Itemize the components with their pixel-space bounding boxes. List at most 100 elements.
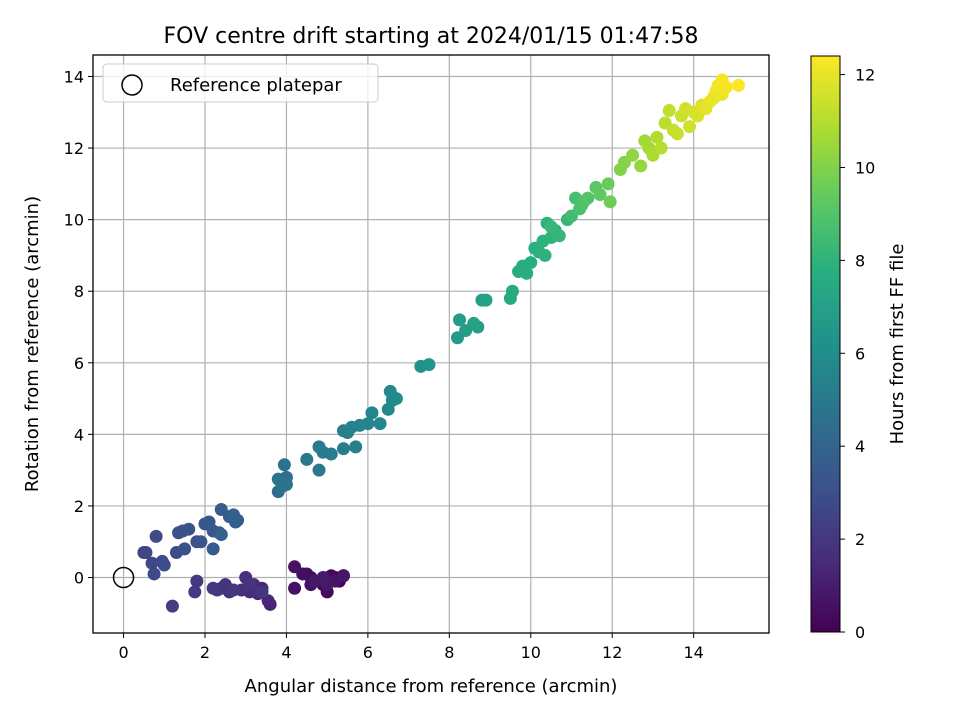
data-point: [650, 130, 664, 144]
y-tick-label: 12: [64, 139, 84, 158]
data-point: [670, 127, 684, 141]
x-axis-ticks: 0 2 4 6 8 10 12 14: [118, 633, 704, 662]
colorbar-tick-label: 12: [855, 66, 875, 85]
colorbar-label: Hours from first FF file: [887, 244, 908, 445]
x-tick-label: 14: [683, 643, 703, 662]
data-point: [593, 188, 607, 202]
data-point: [214, 528, 228, 542]
data-point: [277, 458, 291, 472]
reference-marker: [112, 566, 135, 589]
data-point: [243, 578, 257, 592]
colorbar-frame: [810, 55, 841, 633]
data-point: [361, 417, 375, 431]
colorbar-tick-label: 0: [855, 623, 865, 642]
legend-box: [102, 63, 379, 103]
y-tick-label: 8: [74, 282, 84, 301]
data-point: [683, 120, 697, 134]
data-point: [226, 583, 240, 597]
x-tick-label: 2: [200, 643, 210, 662]
chart-title: FOV centre drift starting at 2024/01/15 …: [164, 24, 699, 49]
colorbar-ticks: 0 2 4 6 8 10 12: [840, 66, 875, 642]
x-tick-label: 8: [444, 643, 454, 662]
data-point: [552, 229, 566, 243]
x-tick-label: 0: [118, 643, 128, 662]
data-point: [226, 508, 240, 522]
data-point: [206, 542, 220, 556]
x-tick-label: 10: [521, 643, 541, 662]
legend-label: Reference platepar: [170, 75, 342, 96]
data-point: [206, 581, 220, 595]
data-point: [316, 571, 330, 585]
y-axis-ticks: 0 2 4 6 8 10 12 14: [64, 67, 93, 588]
data-point: [300, 452, 314, 466]
data-point: [149, 529, 163, 543]
data-point: [165, 599, 179, 613]
data-point: [178, 542, 192, 556]
data-point: [139, 545, 153, 559]
data-point: [312, 440, 326, 454]
data-point: [336, 569, 350, 583]
data-point: [312, 463, 326, 477]
grid-lines: [93, 55, 769, 633]
data-point: [731, 78, 745, 92]
data-point: [524, 256, 538, 270]
y-axis-label: Rotation from reference (arcmin): [22, 196, 43, 492]
data-point: [279, 477, 293, 491]
plot-area: 0 2 4 6 8 10 12 14 0 2 4 6 8 10 12 14: [64, 54, 770, 662]
data-point: [715, 87, 729, 101]
data-point: [422, 358, 436, 372]
data-point: [365, 406, 379, 420]
data-point: [626, 148, 640, 162]
data-point: [634, 159, 648, 173]
data-point: [479, 293, 493, 307]
x-axis-label: Angular distance from reference (arcmin): [245, 676, 618, 697]
data-point: [601, 177, 615, 191]
colorbar-tick-label: 4: [855, 437, 865, 456]
legend-marker-icon: [121, 74, 143, 96]
data-points: [137, 73, 745, 613]
y-tick-label: 6: [74, 354, 84, 373]
legend: Reference platepar: [102, 63, 379, 103]
y-tick-label: 0: [74, 569, 84, 588]
y-tick-label: 4: [74, 425, 84, 444]
data-point: [544, 220, 558, 234]
data-point: [194, 535, 208, 549]
colorbar-tick-label: 6: [855, 344, 865, 363]
colorbar: 0 2 4 6 8 10 12 Hours from first FF file: [810, 55, 908, 642]
data-point: [389, 392, 403, 406]
data-point: [603, 195, 617, 209]
y-tick-label: 10: [64, 211, 84, 230]
x-tick-label: 6: [363, 643, 373, 662]
data-point: [324, 447, 338, 461]
data-point: [336, 442, 350, 456]
data-point: [373, 417, 387, 431]
x-tick-label: 4: [281, 643, 291, 662]
data-point: [202, 515, 216, 529]
data-point: [288, 581, 302, 595]
data-point: [654, 141, 668, 155]
colorbar-gradient: [811, 56, 840, 632]
data-point: [176, 524, 190, 538]
y-tick-label: 2: [74, 497, 84, 516]
data-point: [453, 313, 467, 327]
y-tick-label: 14: [64, 67, 84, 86]
data-point: [147, 567, 161, 581]
x-tick-label: 12: [602, 643, 622, 662]
data-point: [188, 585, 202, 599]
data-point: [581, 191, 595, 205]
plot-frame: [92, 54, 770, 634]
data-point: [288, 560, 302, 574]
data-point: [349, 440, 363, 454]
data-point: [520, 266, 534, 280]
data-point: [467, 316, 481, 330]
data-point: [145, 556, 159, 570]
colorbar-tick-label: 10: [855, 158, 875, 177]
data-point: [190, 574, 204, 588]
data-point: [157, 558, 171, 572]
data-point: [538, 248, 552, 262]
data-point: [255, 585, 269, 599]
data-point: [505, 284, 519, 298]
data-point: [662, 103, 676, 117]
colorbar-tick-label: 2: [855, 530, 865, 549]
